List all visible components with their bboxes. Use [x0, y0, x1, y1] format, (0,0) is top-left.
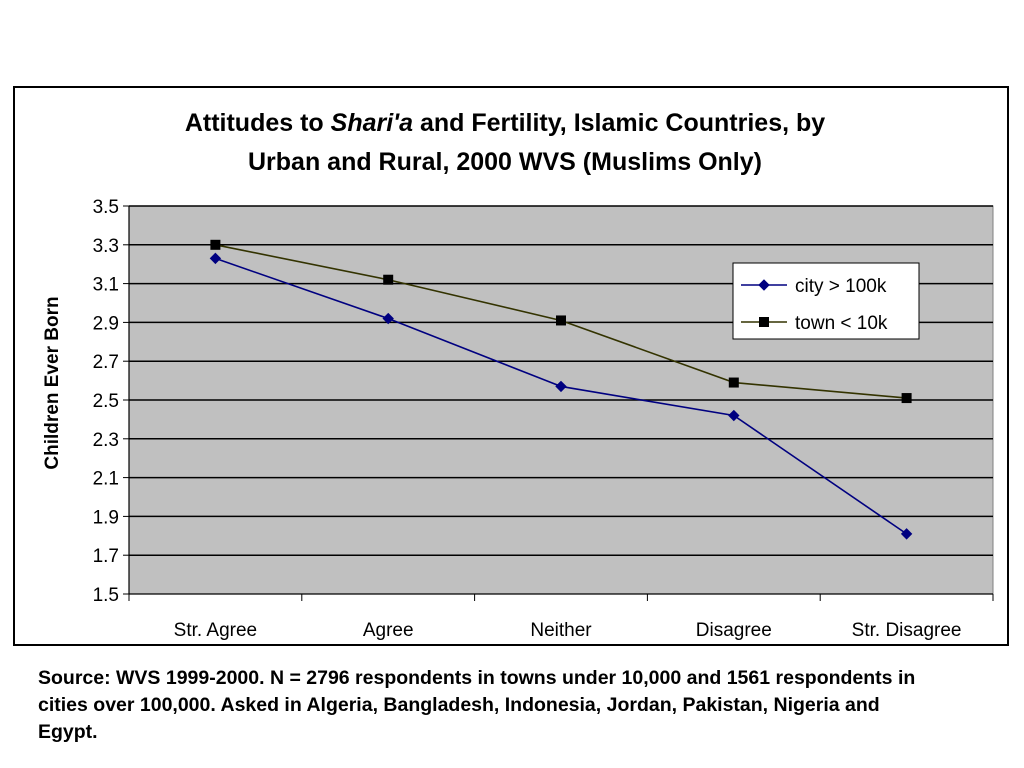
- data-point: [382, 312, 394, 325]
- x-tick-label: Agree: [363, 620, 414, 641]
- line-chart: Attitudes to Shari'a and Fertility, Isla…: [42, 109, 994, 641]
- data-point: [728, 409, 740, 422]
- y-tick-label: 1.5: [93, 585, 119, 606]
- y-tick-label: 2.1: [93, 469, 119, 490]
- data-point: [210, 239, 221, 250]
- data-point: [901, 393, 912, 404]
- data-point: [728, 377, 739, 388]
- chart-title-line2: Urban and Rural, 2000 WVS (Muslims Only): [248, 148, 762, 176]
- data-point: [209, 252, 222, 265]
- title-part-italic: Shari'a: [331, 109, 413, 137]
- y-tick-label: 3.1: [93, 275, 119, 296]
- x-tick-label: Str. Disagree: [852, 620, 962, 641]
- title-part-3: and Fertility, Islamic Countries, by: [413, 109, 825, 137]
- y-tick-label: 3.3: [93, 236, 119, 257]
- y-tick-label: 2.3: [93, 430, 119, 451]
- title-part-1: Attitudes to: [185, 109, 331, 137]
- data-point: [383, 274, 394, 285]
- y-tick-label: 1.9: [93, 507, 119, 528]
- y-tick-label: 2.5: [93, 391, 119, 412]
- y-tick-label: 3.5: [93, 197, 119, 218]
- legend-label: town < 10k: [795, 313, 888, 334]
- data-point: [900, 528, 913, 540]
- legend-marker: [759, 317, 769, 327]
- legend-marker: [758, 279, 770, 291]
- data-point: [556, 315, 566, 326]
- y-axis-title: Children Ever Born: [42, 296, 63, 469]
- x-tick-label: Disagree: [696, 620, 772, 641]
- legend: city > 100k town < 10k: [732, 262, 920, 340]
- x-tick-label: Neither: [530, 620, 592, 641]
- y-tick-label: 1.7: [93, 546, 119, 567]
- legend-label: city > 100k: [795, 276, 887, 297]
- chart-title-line1: Attitudes to Shari'a and Fertility, Isla…: [185, 109, 825, 137]
- x-tick-label: Str. Agree: [174, 620, 257, 641]
- y-tick-label: 2.9: [93, 313, 119, 334]
- y-tick-label: 2.7: [93, 352, 119, 373]
- source-note: Source: WVS 1999-2000. N = 2796 responde…: [38, 667, 916, 743]
- data-point: [555, 380, 567, 393]
- chart-frame: Attitudes to Shari'a and Fertility, Isla…: [13, 86, 1009, 646]
